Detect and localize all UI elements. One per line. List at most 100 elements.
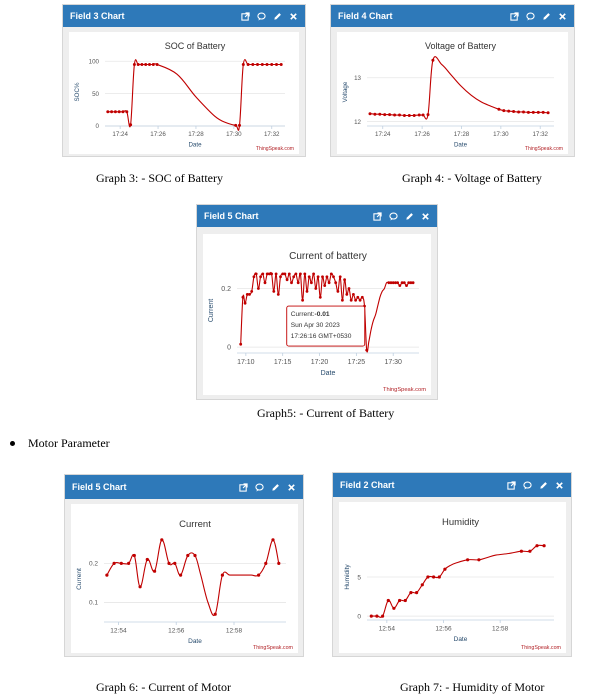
data-point[interactable] (542, 544, 546, 548)
data-point[interactable] (110, 110, 114, 114)
data-point[interactable] (323, 284, 327, 287)
data-point[interactable] (296, 281, 300, 285)
data-point[interactable] (281, 272, 285, 276)
data-point[interactable] (381, 614, 385, 618)
pencil-icon[interactable] (273, 12, 282, 21)
data-point[interactable] (522, 110, 525, 114)
data-point[interactable] (432, 575, 436, 579)
data-point[interactable] (541, 110, 545, 114)
data-point[interactable] (312, 272, 315, 276)
data-point[interactable] (502, 109, 506, 113)
data-point[interactable] (132, 553, 136, 558)
data-point[interactable] (368, 112, 372, 116)
data-point[interactable] (265, 272, 269, 276)
data-point[interactable] (179, 573, 183, 577)
data-point[interactable] (421, 113, 425, 117)
data-point[interactable] (127, 561, 131, 565)
data-point[interactable] (272, 290, 276, 293)
data-point[interactable] (519, 549, 523, 553)
data-point[interactable] (241, 63, 245, 66)
data-point[interactable] (389, 281, 393, 285)
data-point[interactable] (546, 111, 550, 115)
data-point[interactable] (412, 114, 416, 117)
data-point[interactable] (437, 575, 441, 579)
data-point[interactable] (256, 63, 259, 66)
data-point[interactable] (220, 573, 224, 577)
data-point[interactable] (241, 295, 245, 299)
data-point[interactable] (517, 110, 521, 114)
data-point[interactable] (405, 284, 408, 287)
pencil-icon[interactable] (539, 481, 548, 490)
data-point[interactable] (398, 113, 401, 117)
data-point[interactable] (271, 538, 275, 542)
data-point[interactable] (409, 591, 413, 595)
data-point[interactable] (252, 275, 256, 279)
external-link-icon[interactable] (241, 11, 250, 21)
data-point[interactable] (358, 298, 362, 302)
data-point[interactable] (345, 293, 349, 296)
data-point[interactable] (349, 298, 353, 302)
data-point[interactable] (316, 275, 320, 279)
comment-icon[interactable] (255, 483, 264, 492)
data-point[interactable] (292, 275, 296, 279)
data-point[interactable] (301, 298, 304, 302)
data-point[interactable] (167, 561, 171, 565)
data-point[interactable] (287, 272, 291, 276)
data-point[interactable] (140, 63, 144, 66)
data-point[interactable] (352, 293, 355, 296)
data-point[interactable] (160, 538, 164, 542)
data-point[interactable] (307, 275, 311, 279)
data-point[interactable] (402, 281, 406, 285)
data-point[interactable] (394, 281, 397, 285)
data-point[interactable] (285, 278, 289, 282)
data-point[interactable] (151, 63, 155, 66)
close-icon[interactable] (421, 212, 430, 221)
data-point[interactable] (275, 63, 278, 66)
data-point[interactable] (173, 561, 177, 565)
data-point[interactable] (402, 114, 406, 117)
data-point[interactable] (338, 275, 342, 279)
data-point[interactable] (336, 290, 340, 293)
data-point[interactable] (257, 287, 260, 290)
data-point[interactable] (535, 544, 539, 548)
data-point[interactable] (426, 113, 430, 117)
pencil-icon[interactable] (271, 483, 280, 492)
data-point[interactable] (356, 295, 360, 299)
data-point[interactable] (466, 558, 470, 562)
data-point[interactable] (113, 110, 117, 114)
close-icon[interactable] (289, 12, 298, 21)
data-point[interactable] (431, 58, 435, 62)
data-point[interactable] (148, 63, 151, 66)
data-point[interactable] (136, 63, 140, 66)
data-point[interactable] (257, 573, 261, 577)
data-point[interactable] (265, 63, 269, 66)
data-point[interactable] (294, 272, 298, 276)
data-point[interactable] (327, 281, 331, 285)
data-point[interactable] (347, 287, 351, 290)
data-point[interactable] (354, 298, 357, 302)
data-point[interactable] (531, 110, 535, 114)
data-point[interactable] (299, 272, 302, 276)
data-point[interactable] (314, 287, 318, 290)
data-point[interactable] (396, 281, 399, 285)
data-point[interactable] (329, 272, 333, 276)
data-point[interactable] (411, 281, 415, 285)
data-point[interactable] (497, 107, 501, 111)
data-point[interactable] (276, 293, 280, 296)
data-point[interactable] (260, 63, 264, 66)
data-point[interactable] (144, 63, 148, 66)
data-point[interactable] (417, 113, 421, 117)
data-point[interactable] (403, 598, 407, 603)
comment-icon[interactable] (523, 481, 532, 490)
data-point[interactable] (283, 272, 287, 276)
data-point[interactable] (239, 342, 243, 346)
data-point[interactable] (193, 553, 197, 558)
data-point[interactable] (145, 557, 149, 562)
data-point[interactable] (238, 123, 241, 127)
data-point[interactable] (251, 63, 255, 66)
data-point[interactable] (117, 110, 121, 114)
data-point[interactable] (277, 561, 281, 565)
data-point[interactable] (392, 606, 396, 610)
data-point[interactable] (383, 113, 387, 117)
data-point[interactable] (398, 284, 402, 287)
